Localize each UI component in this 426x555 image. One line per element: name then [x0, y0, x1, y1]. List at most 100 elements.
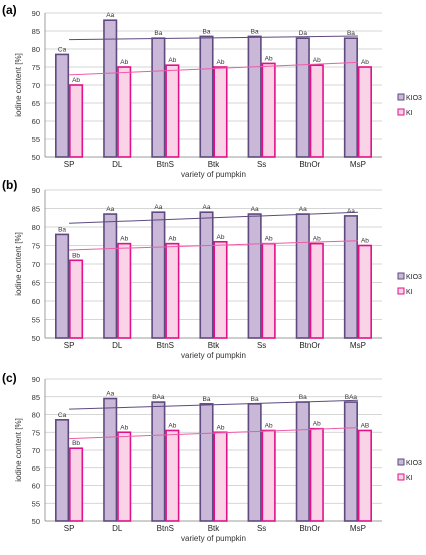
- bar-letter-label: Ba: [58, 226, 66, 233]
- x-tick-label: DL: [112, 341, 123, 350]
- y-axis-label: iodine content [%]: [14, 53, 23, 117]
- panel-label: (b): [2, 178, 17, 192]
- bar-letter-label: Ab: [168, 422, 176, 429]
- bar-letter-label: Ca: [58, 412, 67, 419]
- y-tick-label: 70: [32, 446, 40, 455]
- bar-letter-label: AB: [361, 422, 370, 429]
- bar-ki-msp: [357, 66, 372, 158]
- y-tick-label: 70: [32, 260, 40, 269]
- bar-letter-label: Ba: [347, 30, 355, 37]
- bar-letter-label: Aa: [203, 204, 211, 211]
- y-tick-label: 50: [32, 334, 40, 343]
- x-tick-label: BtnS: [157, 341, 174, 350]
- bar-letter-label: Ba: [299, 394, 307, 401]
- y-tick-label: 90: [32, 186, 40, 195]
- bar-kio3-ss: [247, 35, 262, 158]
- x-tick-label: SP: [64, 524, 75, 533]
- chart-panel-3: (c) 50 55 60 65 70 75 80 85 90 iodine content [%] C…: [2, 371, 422, 543]
- y-tick-label: 80: [32, 223, 40, 232]
- y-tick-label: 50: [32, 517, 40, 526]
- bar-letter-label: BAa: [152, 394, 165, 401]
- y-tick-label: 75: [32, 63, 40, 72]
- legend-label-kio3: KIO3: [406, 274, 422, 281]
- bar-letter-label: Ab: [168, 57, 176, 64]
- bar-kio3-btnor: [295, 213, 310, 339]
- bar-ki-sp: [69, 259, 84, 339]
- y-tick-label: 65: [32, 99, 40, 108]
- x-tick-label: Btk: [208, 160, 221, 169]
- bar-letter-label: Ab: [217, 234, 225, 241]
- bar-letter-label: Ab: [265, 422, 273, 429]
- y-tick-label: 75: [32, 242, 40, 251]
- bar-kio3-sp: [55, 233, 70, 339]
- bar-kio3-sp: [55, 419, 70, 522]
- x-tick-label: BtnOr: [299, 160, 320, 169]
- bar-kio3-msp: [343, 37, 358, 158]
- bar-letter-label: Da: [299, 30, 308, 37]
- legend-swatch-ki: [397, 287, 405, 295]
- x-tick-label: Btk: [208, 524, 221, 533]
- bar-letter-label: Ab: [361, 238, 369, 245]
- bar-kio3-ss: [247, 213, 262, 339]
- y-tick-label: 65: [32, 279, 40, 288]
- x-tick-label: MsP: [350, 341, 366, 350]
- y-tick-label: 55: [32, 499, 40, 508]
- legend-swatch-kio3: [397, 93, 405, 101]
- bar-letter-label: Ba: [251, 28, 259, 35]
- y-tick-label: 55: [32, 316, 40, 325]
- x-tick-label: BtnS: [157, 160, 174, 169]
- y-tick-label: 70: [32, 81, 40, 90]
- trend-line-kio3: [69, 35, 358, 41]
- bar-kio3-btns: [151, 37, 166, 158]
- x-tick-label: SP: [64, 160, 75, 169]
- y-tick-label: 60: [32, 117, 40, 126]
- trend-line-ki: [69, 240, 358, 251]
- panel-label: (a): [2, 3, 17, 17]
- bar-letter-label: Bb: [72, 440, 80, 447]
- y-tick-label: 75: [32, 428, 40, 437]
- bar-kio3-btk: [199, 403, 214, 522]
- bar-letter-label: Ba: [154, 30, 162, 37]
- bar-ki-btns: [165, 64, 180, 158]
- x-tick-label: Btk: [208, 341, 221, 350]
- bar-kio3-dl: [103, 19, 118, 158]
- legend-swatch-ki: [397, 473, 405, 481]
- y-tick-label: 90: [32, 9, 40, 18]
- legend-swatch-ki: [397, 108, 405, 116]
- bar-ki-btk: [213, 241, 228, 339]
- bar-kio3-btk: [199, 35, 214, 158]
- x-tick-label: DL: [112, 160, 123, 169]
- bar-kio3-dl: [103, 397, 118, 522]
- x-tick-label: MsP: [350, 160, 366, 169]
- x-axis-label: variety of pumpkin: [181, 170, 246, 179]
- bar-letter-label: Ab: [313, 421, 321, 428]
- bar-letter-label: Ab: [265, 236, 273, 243]
- legend-label-kio3: KIO3: [406, 95, 422, 102]
- bar-letter-label: Ca: [58, 46, 67, 53]
- bar-ki-msp: [357, 429, 372, 522]
- x-tick-label: SP: [64, 341, 75, 350]
- bar-letter-label: Aa: [106, 391, 114, 398]
- x-tick-label: Ss: [257, 160, 266, 169]
- bar-letter-label: Ba: [251, 396, 259, 403]
- y-tick-label: 80: [32, 45, 40, 54]
- bar-ki-sp: [69, 84, 84, 158]
- bar-ki-btk: [213, 431, 228, 522]
- bar-ki-sp: [69, 447, 84, 522]
- bar-letter-label: Ab: [361, 59, 369, 66]
- bar-kio3-ss: [247, 403, 262, 522]
- bar-letter-label: Bb: [72, 252, 80, 259]
- chart-panel-2: (b) 50 55 60 65 70 75 80 85 90 iodine content [%] B…: [2, 178, 422, 360]
- x-tick-label: BtnS: [157, 524, 174, 533]
- panel-label: (c): [2, 371, 17, 385]
- bar-ki-dl: [117, 242, 132, 339]
- bar-letter-label: Ba: [203, 396, 211, 403]
- bar-letter-label: Ab: [120, 424, 128, 431]
- y-axis-label: iodine content [%]: [14, 418, 23, 482]
- y-tick-label: 85: [32, 27, 40, 36]
- bar-letter-label: Ab: [265, 55, 273, 62]
- x-tick-label: BtnOr: [299, 524, 320, 533]
- bar-ki-btns: [165, 242, 180, 339]
